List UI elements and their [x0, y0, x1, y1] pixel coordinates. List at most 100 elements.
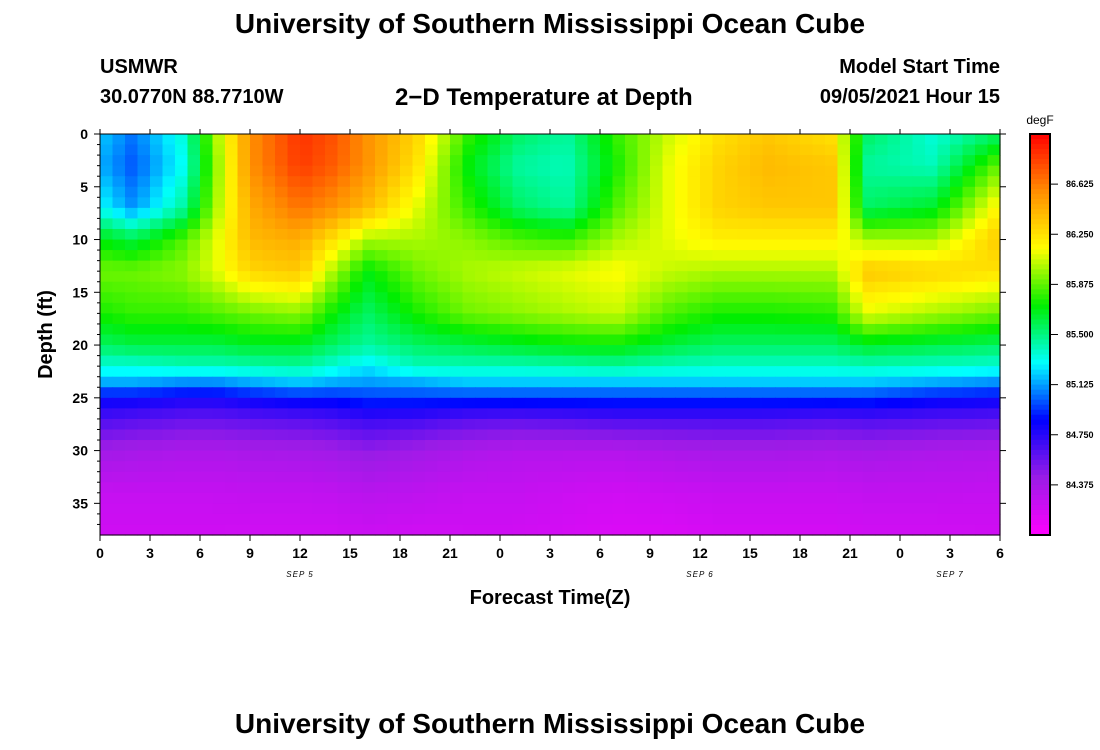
- heatmap-cell: [362, 176, 376, 188]
- heatmap-cell: [762, 302, 776, 314]
- heatmap-cell: [125, 450, 139, 462]
- heatmap-cell: [387, 239, 401, 251]
- heatmap-cell: [487, 218, 501, 230]
- heatmap-cell: [850, 429, 864, 441]
- heatmap-cell: [462, 218, 476, 230]
- heatmap-cell: [787, 165, 801, 177]
- heatmap-cell: [725, 397, 739, 409]
- heatmap-cell: [562, 429, 576, 441]
- heatmap-cell: [937, 186, 951, 198]
- heatmap-cell: [512, 239, 526, 251]
- heatmap-cell: [987, 218, 1001, 230]
- colorbar-swatch: [1030, 339, 1050, 346]
- heatmap-cell: [725, 155, 739, 167]
- heatmap-cell: [962, 503, 976, 515]
- heatmap-cell: [862, 461, 876, 473]
- heatmap-cell: [600, 134, 614, 146]
- heatmap-cell: [387, 387, 401, 399]
- heatmap-cell: [637, 197, 651, 209]
- heatmap-cell: [187, 397, 201, 409]
- heatmap-cell: [200, 355, 214, 367]
- heatmap-cell: [675, 281, 689, 293]
- heatmap-cell: [862, 228, 876, 241]
- heatmap-cell: [787, 218, 801, 230]
- heatmap-cell: [562, 144, 576, 156]
- heatmap-cell: [537, 471, 551, 483]
- heatmap-cell: [762, 482, 776, 494]
- heatmap-cell: [575, 218, 589, 230]
- heatmap-cell: [700, 197, 714, 209]
- heatmap-cell: [700, 524, 714, 536]
- heatmap-cell: [762, 239, 776, 251]
- heatmap-cell: [112, 313, 126, 325]
- heatmap-cell: [600, 387, 614, 399]
- heatmap-cell: [150, 334, 164, 346]
- heatmap-cell: [437, 239, 451, 251]
- colorbar-tick-label: 86.250: [1066, 229, 1094, 239]
- heatmap-cell: [987, 376, 1001, 388]
- heatmap-cell: [325, 186, 339, 198]
- heatmap-cell: [125, 250, 139, 262]
- heatmap-cell: [200, 176, 214, 188]
- heatmap-cell: [187, 450, 201, 462]
- heatmap-cell: [712, 482, 726, 494]
- heatmap-cell: [775, 302, 789, 314]
- heatmap-cell: [975, 492, 989, 504]
- heatmap-cell: [375, 334, 389, 346]
- heatmap-cell: [712, 176, 726, 188]
- heatmap-cell: [100, 176, 114, 188]
- heatmap-cell: [800, 387, 814, 399]
- heatmap-cell: [637, 186, 651, 198]
- heatmap-cell: [312, 492, 326, 504]
- heatmap-cell: [550, 134, 564, 146]
- heatmap-cell: [450, 513, 464, 526]
- heatmap-cell: [387, 450, 401, 462]
- heatmap-cell: [462, 397, 476, 409]
- heatmap-cell: [262, 323, 276, 336]
- colorbar-swatch: [1030, 264, 1050, 270]
- heatmap-cell: [150, 366, 164, 378]
- heatmap-cell: [250, 376, 264, 388]
- heatmap-cell: [350, 207, 364, 220]
- heatmap-cell: [925, 144, 939, 156]
- heatmap-cell: [450, 408, 464, 420]
- heatmap-cell: [575, 176, 589, 188]
- heatmap-cell: [425, 155, 439, 167]
- heatmap-cell: [937, 429, 951, 441]
- heatmap-cell: [950, 471, 964, 483]
- heatmap-cell: [537, 482, 551, 494]
- heatmap-cell: [575, 387, 589, 399]
- heatmap-cell: [787, 366, 801, 378]
- heatmap-cell: [962, 334, 976, 346]
- heatmap-cell: [875, 197, 889, 209]
- heatmap-cell: [412, 250, 426, 262]
- heatmap-cell: [225, 376, 239, 388]
- heatmap-cell: [487, 228, 501, 241]
- heatmap-cell: [450, 471, 464, 483]
- heatmap-cell: [662, 218, 676, 230]
- heatmap-cell: [925, 366, 939, 378]
- heatmap-cell: [887, 155, 901, 167]
- heatmap-cell: [750, 503, 764, 515]
- heatmap-cell: [587, 513, 601, 526]
- heatmap-cell: [700, 408, 714, 420]
- heatmap-cell: [637, 302, 651, 314]
- heatmap-cell: [850, 323, 864, 336]
- heatmap-cell: [837, 250, 851, 262]
- heatmap-cell: [275, 313, 289, 325]
- heatmap-cell: [937, 471, 951, 483]
- heatmap-cell: [262, 440, 276, 452]
- heatmap-cell: [100, 292, 114, 304]
- heatmap-cell: [800, 197, 814, 209]
- heatmap-cell: [662, 281, 676, 293]
- heatmap-cell: [875, 323, 889, 336]
- heatmap-cell: [387, 144, 401, 156]
- heatmap-cell: [337, 271, 351, 283]
- heatmap-cell: [512, 260, 526, 272]
- heatmap-cell: [700, 228, 714, 241]
- heatmap-cell: [450, 165, 464, 177]
- heatmap-cell: [175, 302, 189, 314]
- heatmap-cell: [300, 281, 314, 293]
- heatmap-cell: [212, 228, 226, 241]
- heatmap-cell: [162, 176, 176, 188]
